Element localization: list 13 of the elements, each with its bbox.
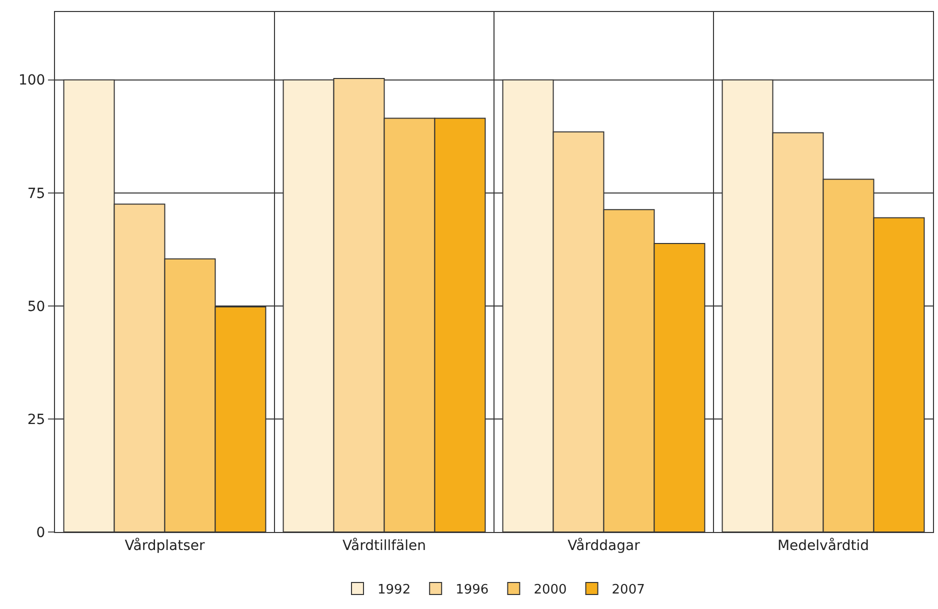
y-tick-label: 25 — [27, 412, 46, 428]
legend-label: 2007 — [612, 582, 645, 598]
y-tick-label: 100 — [18, 72, 46, 89]
x-tick-label: Vårddagar — [568, 536, 640, 554]
x-tick-label: Medelvårdtid — [777, 536, 870, 554]
legend-label: 1992 — [378, 582, 411, 598]
y-tick-label: 75 — [27, 186, 46, 202]
y-tick-label: 50 — [27, 298, 46, 315]
legend-label: 2000 — [534, 582, 567, 598]
legend-label: 1996 — [456, 582, 489, 598]
x-tick-label: Vårdtillfälen — [342, 536, 426, 554]
y-tick-label: 0 — [36, 524, 46, 541]
x-tick-label: Vårdplatser — [124, 536, 205, 554]
